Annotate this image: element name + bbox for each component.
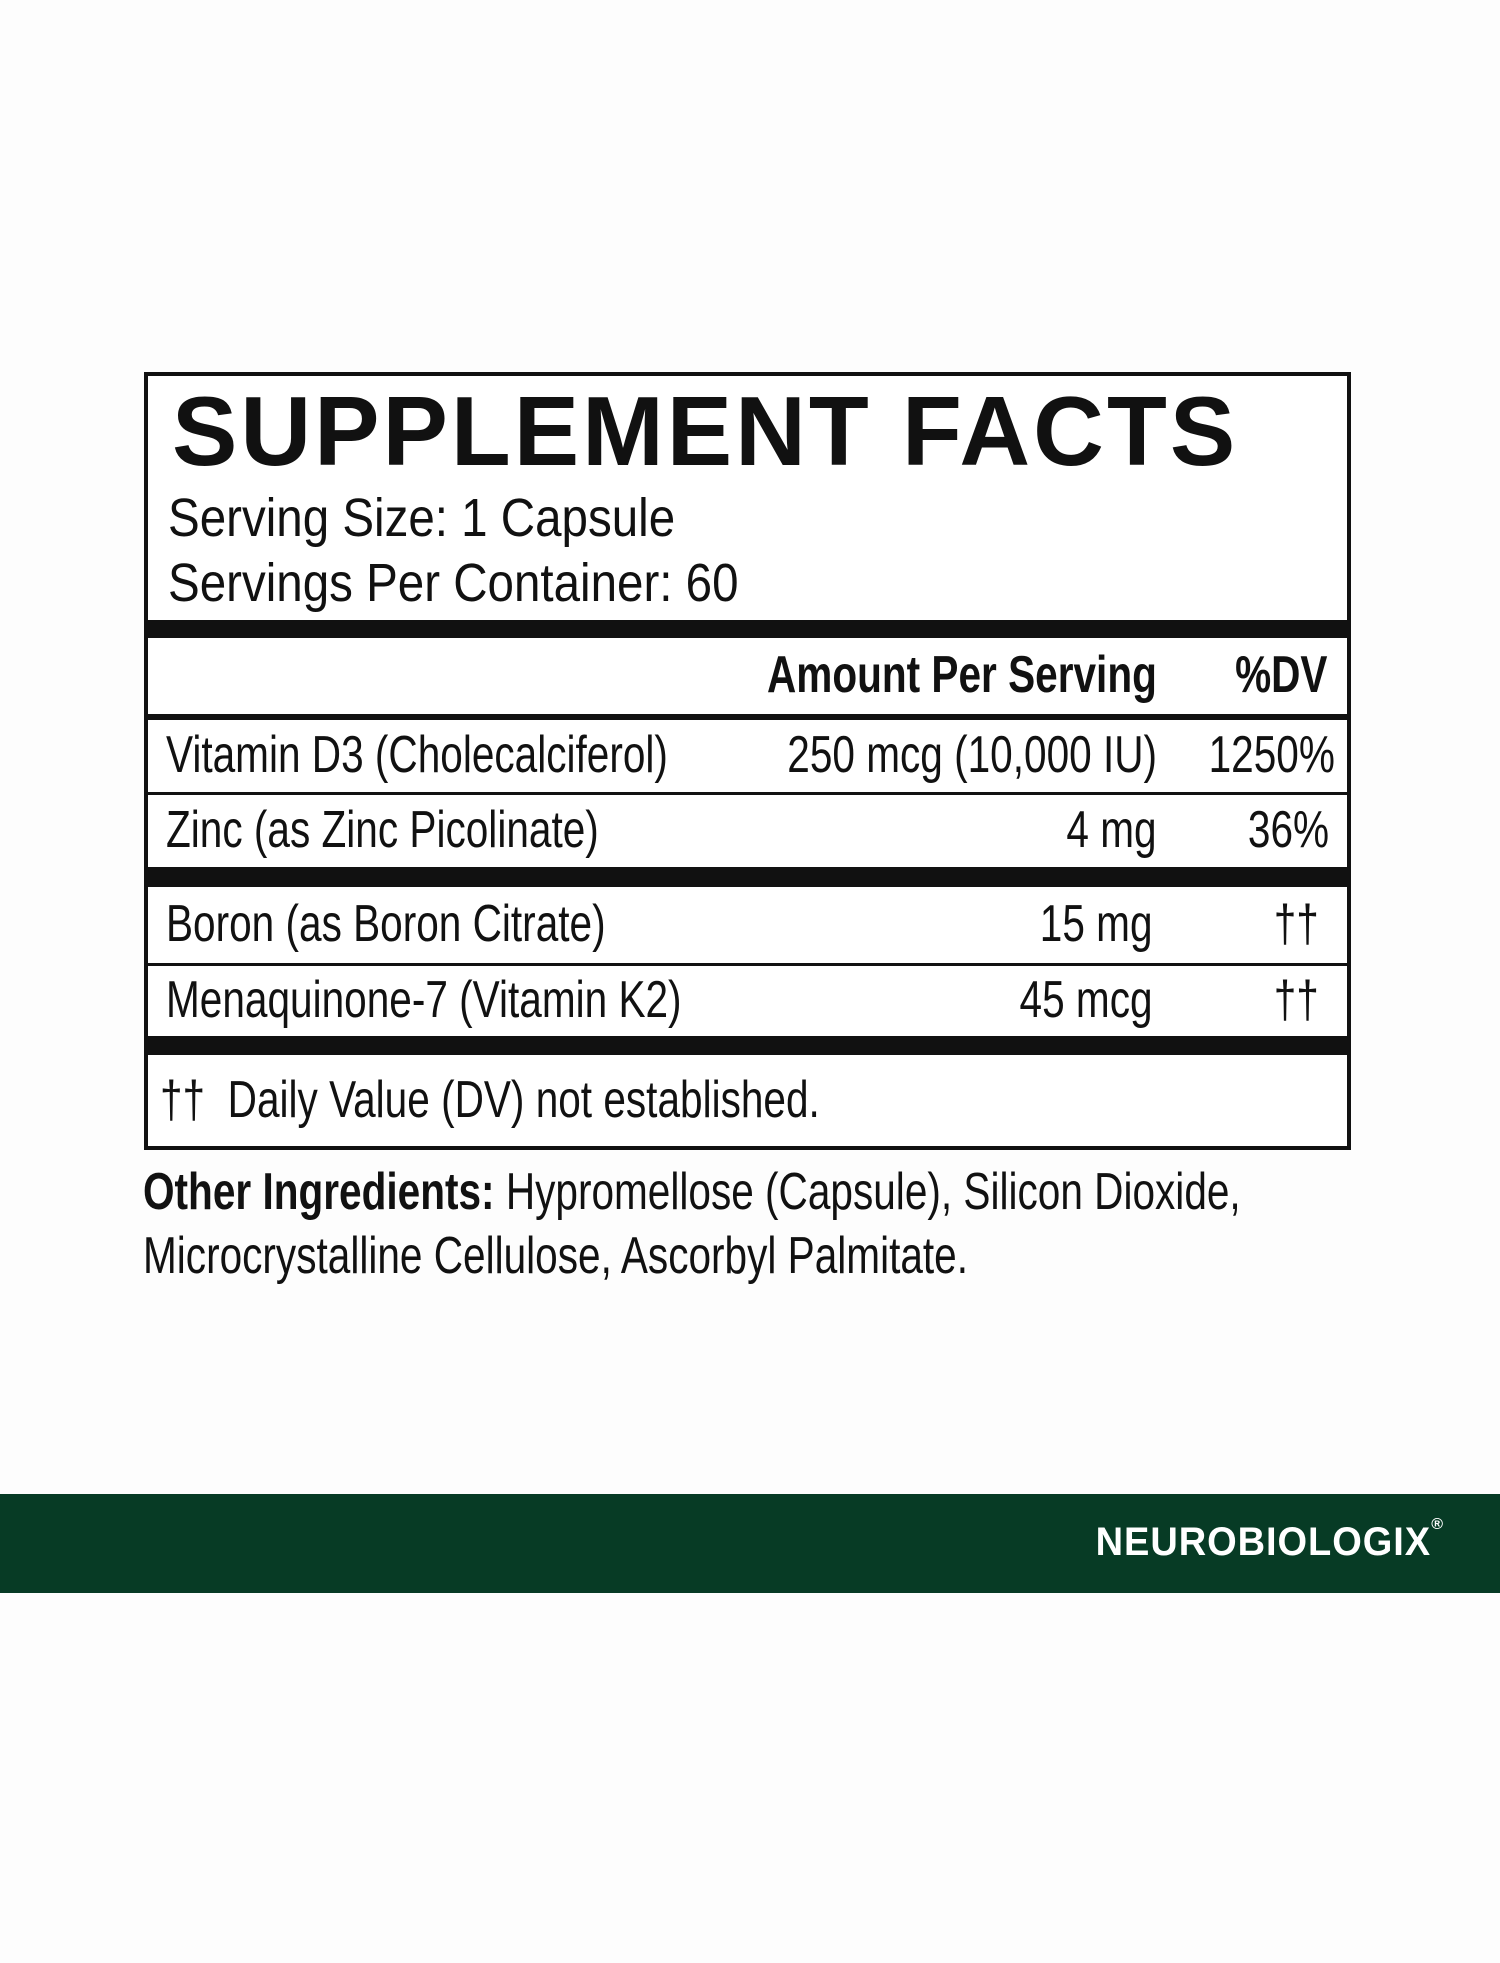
divider-hairline xyxy=(148,963,1347,966)
nutrient-amount-text: 45 mcg xyxy=(1019,970,1153,1029)
divider-thick xyxy=(148,867,1347,887)
table-row: Boron (as Boron Citrate) 15 mg †† xyxy=(148,887,1347,963)
table-row: Vitamin D3 (Cholecalciferol) 250 mcg (10… xyxy=(148,720,1347,792)
nutrient-dv: †† xyxy=(1261,970,1319,1030)
footnote-row: †† Daily Value (DV) not established. xyxy=(148,1055,1347,1146)
panel-title: SUPPLEMENT FACTS xyxy=(172,376,1239,486)
nutrient-dv-text: †† xyxy=(1273,894,1319,953)
amount-header: Amount Per Serving xyxy=(657,645,1157,705)
other-ingredients: Other Ingredients: Hypromellose (Capsule… xyxy=(143,1160,1500,1288)
divider-thick xyxy=(148,620,1347,638)
dv-header-text: %DV xyxy=(1234,645,1327,704)
nutrient-amount-text: 250 mcg (10,000 IU) xyxy=(787,725,1157,784)
nutrient-amount: 250 mcg (10,000 IU) xyxy=(683,725,1157,785)
footnote: †† Daily Value (DV) not established. xyxy=(160,1069,1006,1129)
amount-header-text: Amount Per Serving xyxy=(767,645,1157,704)
divider-hairline xyxy=(148,792,1347,795)
nutrient-amount-text: 15 mg xyxy=(1040,894,1153,953)
other-ingredients-label: Other Ingredients: xyxy=(143,1163,495,1221)
nutrient-dv-text: 1250% xyxy=(1208,725,1335,784)
nutrient-amount: 15 mg xyxy=(1008,894,1153,954)
servings-per-container-text: Servings Per Container: 60 xyxy=(168,553,739,613)
table-row: Zinc (as Zinc Picolinate) 4 mg 36% xyxy=(148,795,1347,867)
other-ingredients-line1: Hypromellose (Capsule), Silicon Dioxide, xyxy=(494,1163,1241,1221)
nutrient-name-text: Vitamin D3 (Cholecalciferol) xyxy=(166,725,668,784)
divider-thick xyxy=(148,1036,1347,1055)
nutrient-dv-text: 36% xyxy=(1247,800,1329,859)
footnote-text: †† Daily Value (DV) not established. xyxy=(160,1070,820,1129)
servings-per-container: Servings Per Container: 60 xyxy=(168,553,816,613)
brand-name: NEUROBIOLOGIX xyxy=(1095,1520,1432,1564)
other-ingredients-line2: Microcrystalline Cellulose, Ascorbyl Pal… xyxy=(143,1227,969,1285)
nutrient-name: Vitamin D3 (Cholecalciferol) xyxy=(166,725,810,785)
nutrient-amount-text: 4 mg xyxy=(1066,800,1157,859)
nutrient-amount: 4 mg xyxy=(1041,800,1157,860)
serving-size: Serving Size: 1 Capsule xyxy=(168,488,744,548)
brand-band: NEUROBIOLOGIX® xyxy=(0,1494,1500,1593)
serving-size-text: Serving Size: 1 Capsule xyxy=(168,488,676,548)
nutrient-name: Zinc (as Zinc Picolinate) xyxy=(166,800,721,860)
divider-thin xyxy=(148,714,1347,720)
nutrient-dv: †† xyxy=(1261,894,1319,954)
header-row: Amount Per Serving %DV xyxy=(148,638,1347,714)
nutrient-amount: 45 mcg xyxy=(982,970,1153,1030)
nutrient-dv: 36% xyxy=(1225,800,1329,860)
nutrient-name-text: Zinc (as Zinc Picolinate) xyxy=(166,800,599,859)
nutrient-name-text: Boron (as Boron Citrate) xyxy=(166,894,606,953)
nutrient-name-text: Menaquinone-7 (Vitamin K2) xyxy=(166,970,682,1029)
nutrient-dv-text: †† xyxy=(1273,970,1319,1029)
dv-header: %DV xyxy=(1209,645,1327,705)
nutrient-name: Menaquinone-7 (Vitamin K2) xyxy=(166,970,827,1030)
brand-logo: NEUROBIOLOGIX® xyxy=(1078,1516,1444,1565)
nutrient-name: Boron (as Boron Citrate) xyxy=(166,894,730,954)
registered-mark: ® xyxy=(1431,1516,1444,1533)
supplement-facts-panel: SUPPLEMENT FACTS Serving Size: 1 Capsule… xyxy=(144,372,1351,1150)
table-row: Menaquinone-7 (Vitamin K2) 45 mcg †† xyxy=(148,966,1347,1036)
nutrient-dv: 1250% xyxy=(1173,725,1335,785)
